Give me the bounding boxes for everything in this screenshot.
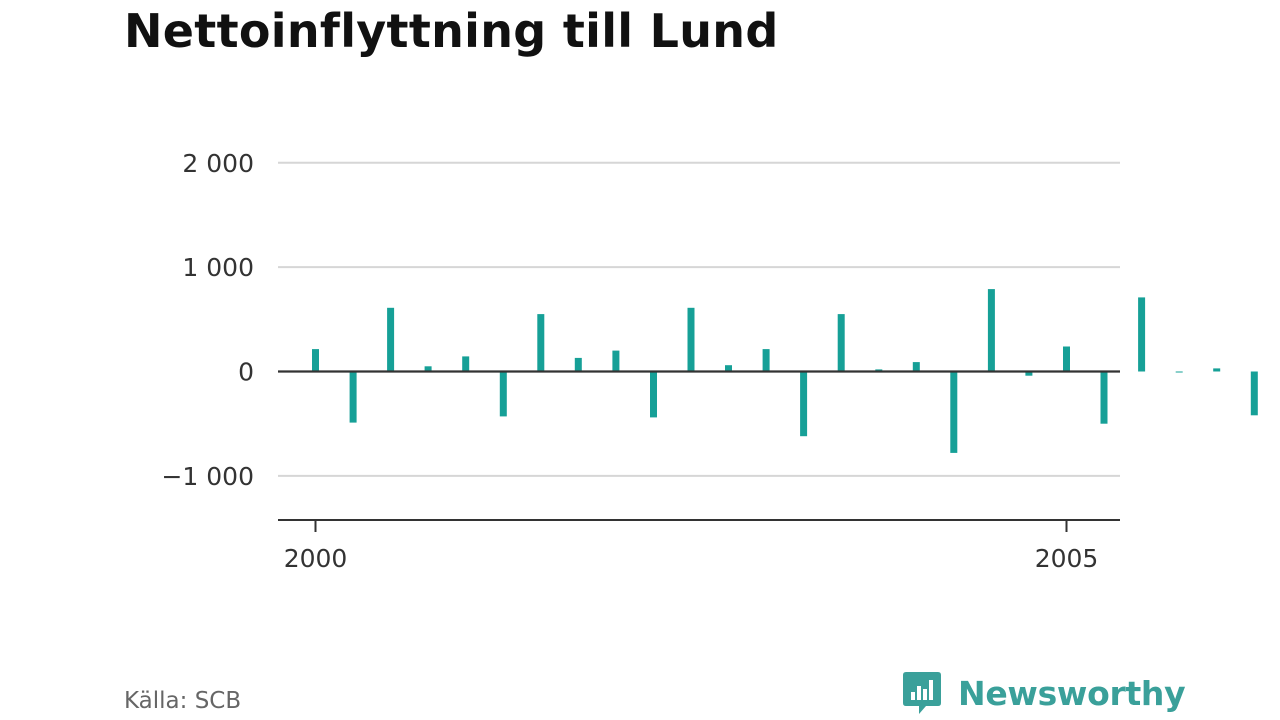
bar — [499, 371, 507, 417]
bar — [725, 365, 732, 372]
bar — [387, 307, 395, 372]
bar — [762, 349, 770, 372]
x-tick-label: 2000 — [284, 544, 348, 573]
bar — [1025, 371, 1033, 376]
bar — [1100, 371, 1108, 424]
y-tick-label: 2 000 — [182, 149, 254, 178]
bar — [1213, 368, 1221, 372]
y-tick-label: 1 000 — [182, 253, 254, 282]
y-tick-label: 0 — [238, 358, 254, 387]
bar — [912, 362, 920, 372]
bar — [987, 289, 995, 372]
x-tick-label: 2005 — [1035, 544, 1099, 573]
bar — [650, 371, 657, 418]
bar — [1138, 297, 1146, 372]
bar — [312, 349, 319, 372]
bar — [349, 371, 357, 423]
source-label: Källa: SCB — [124, 688, 242, 714]
bar — [950, 371, 958, 453]
newsworthy-logo-icon — [903, 672, 941, 714]
chart-title: Nettoinflyttning till Lund — [124, 4, 779, 58]
brand-name: Newsworthy — [958, 673, 1186, 713]
brand: Newsworthy — [902, 670, 1186, 716]
bar — [1063, 346, 1070, 372]
bar — [687, 307, 695, 372]
bar — [574, 357, 582, 372]
bar — [612, 350, 620, 372]
bar — [800, 371, 808, 437]
y-tick-label: −1 000 — [161, 462, 254, 491]
bar — [424, 366, 432, 372]
bar — [537, 314, 545, 372]
bar — [837, 314, 845, 372]
bars — [312, 289, 1258, 453]
bar — [1175, 371, 1183, 373]
bar — [462, 356, 470, 372]
gridlines — [278, 161, 1120, 477]
bar — [1250, 371, 1258, 416]
